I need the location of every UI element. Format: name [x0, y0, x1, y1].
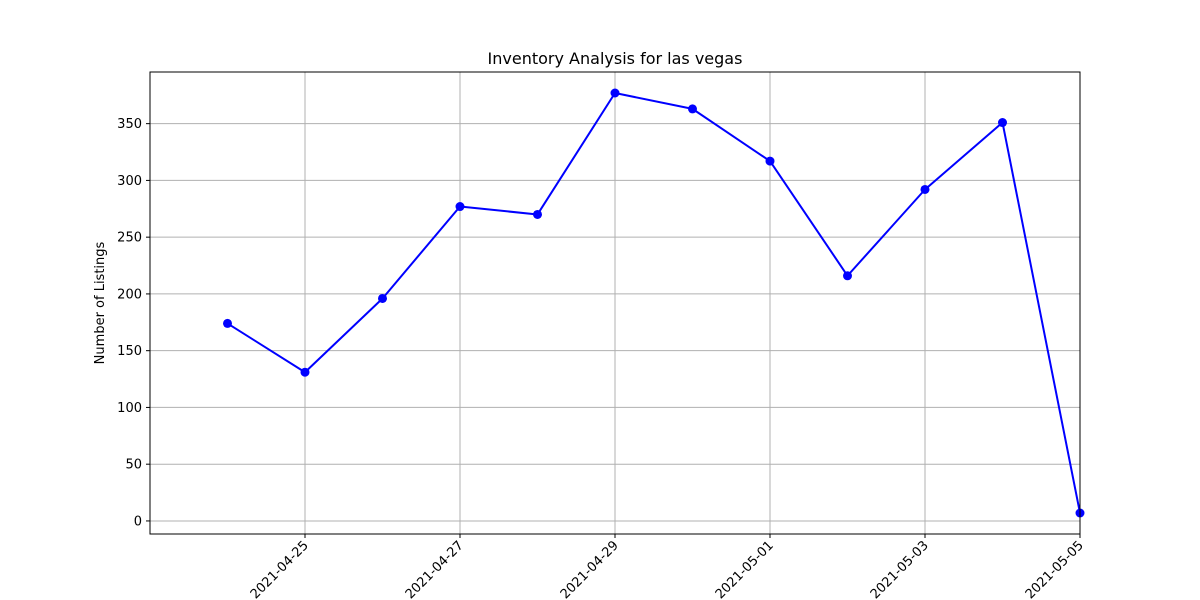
series-line — [226, 92, 1081, 514]
chart-title: Inventory Analysis for las vegas — [488, 49, 743, 68]
y-axis-label: Number of Listings — [93, 241, 108, 364]
data-point — [765, 156, 775, 166]
data-point — [378, 293, 387, 303]
data-point — [610, 88, 620, 98]
y-tick-label: 250 — [117, 231, 142, 246]
data-point — [300, 367, 310, 377]
y-tick-label: 50 — [125, 458, 142, 473]
data-point — [223, 318, 232, 328]
y-tick-label: 300 — [117, 174, 142, 189]
y-tick-label: 150 — [117, 344, 142, 359]
data-point — [688, 104, 697, 114]
y-tick-label: 100 — [117, 401, 142, 416]
data-point — [455, 202, 465, 212]
data-point — [533, 209, 542, 219]
y-tick-label: 0 — [134, 514, 142, 529]
data-point — [998, 118, 1007, 128]
y-tick-label: 350 — [117, 117, 142, 132]
data-point — [843, 271, 852, 281]
data-series — [223, 88, 1085, 518]
y-tick-label: 200 — [117, 287, 142, 302]
data-point — [920, 184, 930, 194]
